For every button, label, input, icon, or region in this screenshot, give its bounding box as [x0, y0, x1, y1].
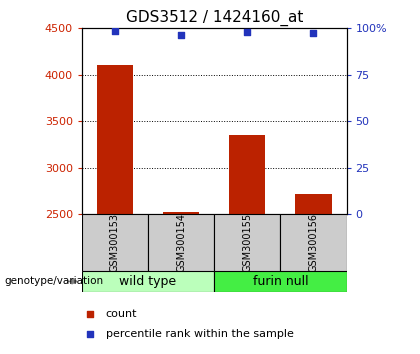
- Bar: [148, 214, 214, 271]
- Bar: [295, 194, 332, 214]
- Point: [178, 32, 184, 38]
- Point: [310, 30, 317, 36]
- Bar: [214, 214, 281, 271]
- Text: GSM300154: GSM300154: [176, 213, 186, 272]
- Point: [112, 28, 118, 34]
- Title: GDS3512 / 1424160_at: GDS3512 / 1424160_at: [126, 9, 303, 25]
- Text: wild type: wild type: [119, 275, 177, 288]
- Bar: [97, 65, 133, 214]
- Text: GSM300153: GSM300153: [110, 213, 120, 272]
- Bar: [229, 135, 265, 214]
- Text: furin null: furin null: [252, 275, 308, 288]
- Text: genotype/variation: genotype/variation: [4, 276, 103, 286]
- Text: count: count: [106, 309, 137, 319]
- Bar: [281, 214, 346, 271]
- Text: percentile rank within the sample: percentile rank within the sample: [106, 329, 294, 339]
- Bar: [82, 214, 148, 271]
- Point: [87, 331, 93, 337]
- Bar: [82, 271, 214, 292]
- Point: [87, 311, 93, 316]
- Point: [244, 29, 251, 35]
- Text: GSM300156: GSM300156: [308, 213, 318, 272]
- Bar: [214, 271, 346, 292]
- Text: GSM300155: GSM300155: [242, 213, 252, 272]
- Bar: [163, 212, 200, 214]
